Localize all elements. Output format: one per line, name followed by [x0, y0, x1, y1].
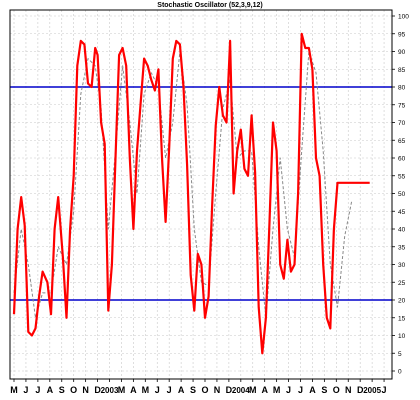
y-tick-label: 35 [398, 244, 406, 251]
x-tick-label: N [214, 385, 221, 395]
x-tick-label: 2003 [101, 386, 119, 395]
reference-lines [10, 86, 392, 301]
plot-background [10, 10, 392, 379]
y-tick-label: 15 [398, 315, 406, 322]
y-tick-label: 55 [398, 173, 406, 180]
y-tick-label: 30 [398, 262, 406, 269]
y-tick-label: 70 [398, 120, 406, 127]
x-tick-label: S [59, 385, 65, 395]
y-axis: 0 5 10 15 20 25 30 35 40 45 50 55 60 65 70 75 80 85 90 95 10… [392, 14, 409, 376]
x-tick-label: J [167, 385, 172, 395]
chart-title: Stochastic Oscillator (52,3,9,12) [157, 2, 263, 9]
x-tick-label: A [47, 385, 54, 395]
x-tick-label: A [309, 385, 316, 395]
x-tick-label: J [23, 385, 28, 395]
y-tick-label: 75 [398, 102, 406, 109]
y-tick-label: 10 [398, 333, 406, 340]
x-tick-label: A [178, 385, 185, 395]
x-tick-label: D [226, 385, 233, 395]
x-tick-label: D [94, 385, 101, 395]
y-tick-label: 40 [398, 227, 406, 234]
x-tick-label: J [382, 385, 387, 395]
x-tick-label: M [10, 385, 18, 395]
x-tick-label: J [286, 385, 291, 395]
x-tick-label: N [345, 385, 352, 395]
plot-frame [9, 9, 393, 380]
x-axis: M J J A S O N D 2003 M A M J J A S O N D 2004 M A M J J A S O N D 2005… [10, 379, 387, 395]
y-tick-label: 25 [398, 280, 406, 287]
x-tick-label: M [118, 385, 126, 395]
x-tick-label: J [35, 385, 40, 395]
y-tick-label: 100 [398, 14, 409, 21]
y-tick-label: 65 [398, 138, 406, 145]
x-tick-label: O [70, 385, 77, 395]
y-tick-label: 20 [398, 298, 406, 305]
x-tick-label: A [261, 385, 268, 395]
y-tick-label: 50 [398, 191, 406, 198]
y-tick-label: 90 [398, 49, 406, 56]
y-tick-label: 80 [398, 85, 406, 92]
x-tick-label: M [273, 385, 281, 395]
x-tick-label: M [249, 385, 257, 395]
y-tick-label: 85 [398, 67, 406, 74]
x-tick-label: O [333, 385, 340, 395]
y-tick-label: 60 [398, 156, 406, 163]
y-tick-label: 95 [398, 31, 406, 38]
y-tick-label: 5 [398, 351, 402, 358]
x-tick-label: J [155, 385, 160, 395]
x-tick-label: M [142, 385, 150, 395]
x-tick-label: 2005 [363, 386, 381, 395]
x-tick-label: S [321, 385, 327, 395]
y-tick-label: 0 [398, 369, 402, 376]
x-tick-label: N [82, 385, 89, 395]
y-tick-label: 45 [398, 209, 406, 216]
series-main-line [12, 32, 370, 355]
x-tick-label: S [190, 385, 196, 395]
x-tick-label: A [130, 385, 137, 395]
x-tick-label: D [357, 385, 364, 395]
x-tick-label: 2004 [232, 386, 250, 395]
series-layer [12, 32, 370, 355]
x-tick-label: O [201, 385, 208, 395]
x-tick-label: J [298, 385, 303, 395]
